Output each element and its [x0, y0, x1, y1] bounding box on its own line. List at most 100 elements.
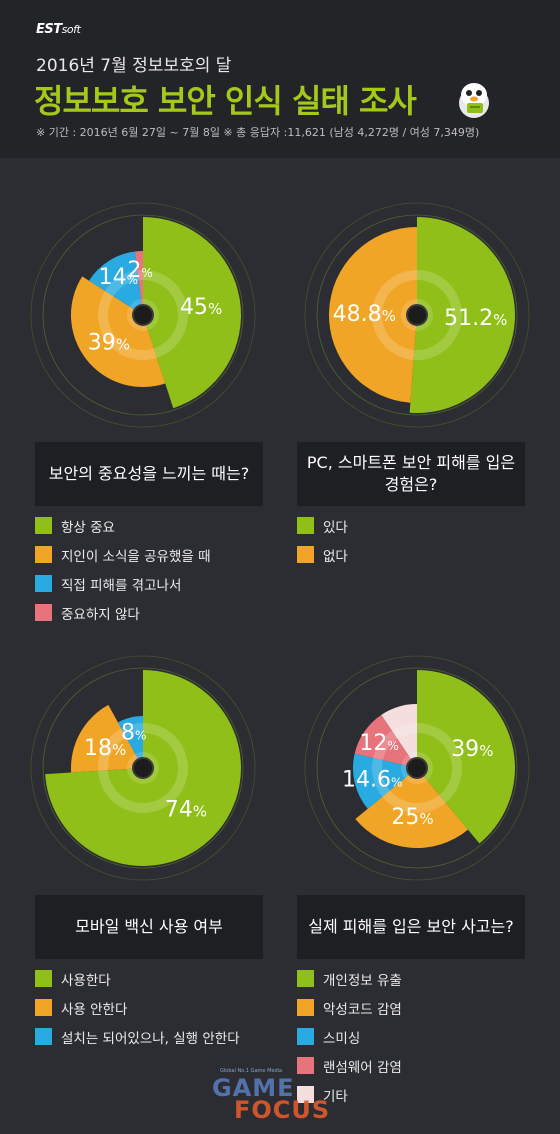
legend-swatch: [35, 970, 52, 987]
watermark-tagline: Global No.1 Game Media: [220, 1068, 283, 1074]
slice-label-1: 39%: [451, 737, 493, 762]
question-3: 모바일 백신 사용 여부: [75, 917, 223, 936]
legend-label: 항상 중요: [61, 519, 115, 536]
slice-label-4: 12%: [359, 731, 398, 756]
pie-chart-3: 74% 18%8%: [30, 655, 256, 881]
pie-slice-2: [355, 768, 468, 848]
header: ESTsoft 2016년 7월 정보보호의 달 정보보호 보안 인식 실태 조…: [0, 0, 560, 158]
inner-ring: [372, 723, 462, 813]
pie-slice-4: [354, 714, 417, 768]
legend-swatch: [35, 999, 52, 1016]
question-4: 실제 피해를 입은 보안 사고는?: [308, 917, 514, 936]
legend-item: 악성코드 감염: [297, 999, 402, 1018]
legend-item: 설치는 되어있으나, 실행 안한다: [35, 1028, 240, 1047]
brand-logo: ESTsoft: [36, 22, 81, 37]
slice-label-1: 45%: [180, 295, 222, 320]
legend-label: 설치는 되어있으나, 실행 안한다: [61, 1030, 240, 1047]
legend-swatch: [297, 1028, 314, 1045]
pie-slice-3: [88, 251, 143, 315]
hub-center: [132, 757, 154, 779]
guide-ring: [316, 214, 518, 416]
legend-swatch: [35, 575, 52, 592]
legend-item: 사용 안한다: [35, 999, 240, 1018]
legend-item: 중요하지 않다: [35, 604, 211, 623]
guide-ring: [42, 214, 244, 416]
pie-slice-2: [71, 704, 143, 773]
slice-label-4: 2%: [127, 258, 152, 283]
legend-label: 중요하지 않다: [61, 606, 140, 623]
legend-label: 사용 안한다: [61, 1001, 128, 1018]
legend-label: 기타: [323, 1088, 348, 1105]
legend-item: 있다: [297, 517, 348, 536]
legend-swatch: [35, 604, 52, 621]
hub-center: [406, 304, 428, 326]
legend-swatch: [297, 999, 314, 1016]
legend-item: 개인정보 유출: [297, 970, 402, 989]
question-box-3: 모바일 백신 사용 여부: [35, 895, 263, 959]
hub-center: [132, 304, 154, 326]
guide-ring: [316, 667, 518, 869]
question-box-1: 보안의 중요성을 느끼는 때는?: [35, 442, 263, 506]
pie-slice-2: [328, 227, 417, 403]
chart-damage-experience: 51.2% 48.8%: [297, 195, 537, 435]
pie-chart-2: 51.2% 48.8%: [304, 202, 530, 428]
legend-swatch: [35, 546, 52, 563]
legend-item: 랜섬웨어 감염: [297, 1057, 402, 1076]
penguin-mascot-icon: [459, 83, 489, 118]
pie-slice-4: [134, 251, 143, 315]
legend-label: 사용한다: [61, 972, 111, 989]
legend-label: 없다: [323, 548, 348, 565]
slice-label-1: 51.2%: [444, 306, 507, 331]
legend-item: 스미싱: [297, 1028, 402, 1047]
question-box-4: 실제 피해를 입은 보안 사고는?: [297, 895, 525, 959]
slice-label-1: 74%: [165, 797, 207, 822]
hub-center: [406, 757, 428, 779]
legend-swatch: [297, 970, 314, 987]
pie-slice-5: [381, 704, 417, 768]
slice-label-2: 25%: [391, 805, 433, 830]
guide-ring: [304, 202, 530, 428]
inner-ring: [98, 723, 188, 813]
guide-ring: [42, 667, 244, 869]
legend-item: 항상 중요: [35, 517, 211, 536]
page-title: 정보보호 보안 인식 실태 조사: [34, 82, 417, 120]
survey-meta: ※ 기간 : 2016년 6월 27일 ~ 7월 8일 ※ 총 응답자 :11,…: [36, 126, 480, 139]
legend-label: 지인이 소식을 공유했을 때: [61, 548, 211, 565]
legend-label: 개인정보 유출: [323, 972, 402, 989]
watermark-focus: FOCUS: [234, 1096, 331, 1124]
slice-label-3: 14.6%: [342, 768, 402, 793]
legend-label: 악성코드 감염: [323, 1001, 402, 1018]
pie-chart-1: 45% 39% 14%2%: [30, 202, 256, 428]
legend-label: 있다: [323, 519, 348, 536]
legend-item: 지인이 소식을 공유했을 때: [35, 546, 211, 565]
legend-item: 직접 피해를 겪고나서: [35, 575, 211, 594]
legend-swatch: [297, 1086, 314, 1103]
legend-swatch: [35, 517, 52, 534]
legend-item: 사용한다: [35, 970, 240, 989]
slice-label-2: 18%: [84, 736, 126, 761]
chart-security-incidents: 39% 25% 14.6% 12%: [297, 648, 537, 888]
page-subtitle: 2016년 7월 정보보호의 달: [36, 56, 232, 76]
question-1: 보안의 중요성을 느끼는 때는?: [48, 464, 250, 483]
slice-label-2: 48.8%: [333, 302, 396, 327]
legend-swatch: [35, 1028, 52, 1045]
legend-swatch: [297, 546, 314, 563]
slice-label-3: 14%: [99, 265, 138, 290]
slice-label-2: 39%: [88, 330, 130, 355]
pie-slice-3: [117, 716, 143, 768]
guide-ring: [30, 202, 256, 428]
legend-label: 랜섬웨어 감염: [323, 1059, 402, 1076]
pie-slice-3: [353, 753, 417, 809]
legend-item: 기타: [297, 1086, 402, 1105]
legend-label: 스미싱: [323, 1030, 361, 1047]
guide-ring: [30, 655, 256, 881]
question-box-2: PC, 스마트폰 보안 피해를 입은 경험은?: [297, 442, 525, 506]
pie-slice-1: [409, 217, 515, 413]
pie-slice-1: [417, 670, 515, 844]
watermark-game: GAME: [212, 1074, 295, 1102]
slice-label-3: 8%: [121, 721, 146, 746]
